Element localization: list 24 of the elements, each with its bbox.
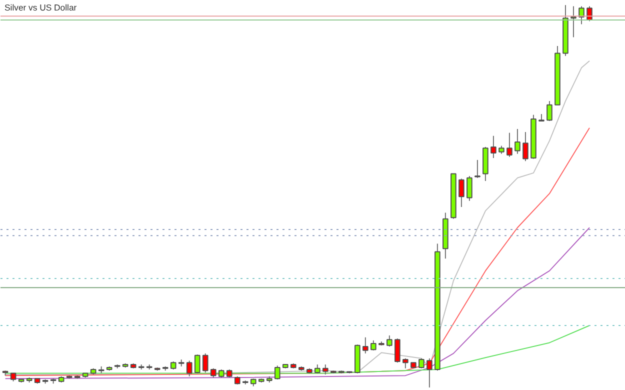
candlestick <box>394 338 400 364</box>
candlestick <box>274 365 280 380</box>
candlestick <box>426 358 432 388</box>
candlestick <box>474 159 480 178</box>
candlestick <box>578 6 584 25</box>
chart-title: Silver vs US Dollar <box>4 2 77 12</box>
candlestick <box>210 368 216 378</box>
candlestick <box>362 336 368 354</box>
candlestick <box>322 364 328 375</box>
candlestick <box>186 360 192 377</box>
candlestick <box>194 354 200 374</box>
candlestick <box>370 340 376 351</box>
candlestick <box>490 135 496 159</box>
candlestick <box>458 178 464 208</box>
candlestick <box>202 352 208 374</box>
candlestick <box>506 132 512 158</box>
candlestick <box>570 6 576 38</box>
candlestick <box>522 132 528 162</box>
candlestick <box>514 128 520 154</box>
candlestick <box>546 100 552 122</box>
candlestick <box>466 176 472 202</box>
candlestick <box>402 358 408 369</box>
candlestick <box>418 358 424 369</box>
candlestick <box>386 334 392 348</box>
